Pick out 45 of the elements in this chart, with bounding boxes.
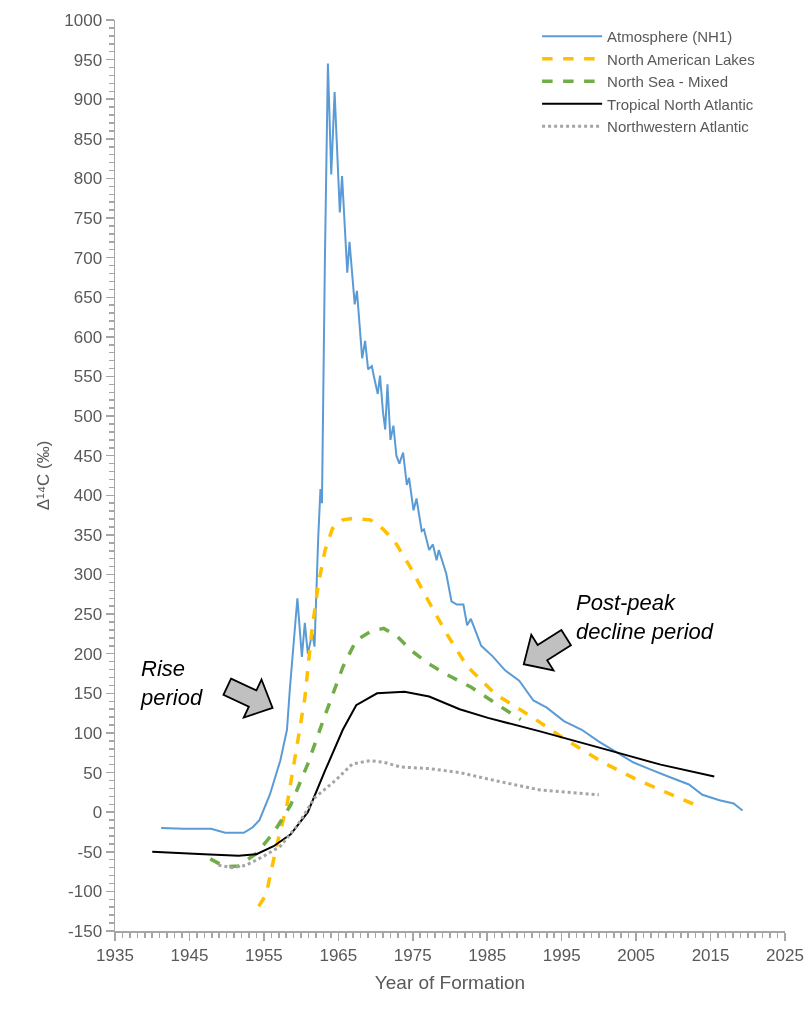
line-series	[208, 626, 523, 869]
y-tick-label: 900	[73, 90, 103, 110]
y-tick-label: 650	[73, 288, 103, 308]
annotation: Rise period	[140, 656, 203, 710]
x-tick-label: 1965	[319, 945, 358, 965]
y-tick-label: 200	[73, 644, 103, 664]
y-tick-label: 50	[83, 763, 103, 783]
y-tick-label: 250	[73, 605, 103, 625]
y-tick-label: 450	[73, 446, 103, 466]
y-tick-label: -50	[77, 842, 103, 862]
y-tick-label: 950	[73, 50, 103, 70]
y-tick-label: 1000	[64, 10, 103, 30]
y-tick-label: 750	[73, 208, 103, 228]
y-tick-label: 800	[73, 169, 103, 189]
annotation: Post-peak decline period	[576, 590, 714, 644]
y-tick-label: 100	[73, 723, 103, 743]
line-series	[216, 759, 601, 870]
x-tick-label: 1935	[96, 945, 134, 965]
y-tick-label: 600	[73, 327, 103, 347]
y-tick-label: 700	[73, 248, 103, 268]
x-tick-label: 1975	[393, 945, 432, 965]
y-tick-label: 300	[73, 565, 103, 585]
y-tick-label: 150	[73, 684, 103, 704]
x-tick-label: 2025	[766, 945, 804, 965]
y-tick-label: 400	[73, 486, 103, 506]
legend-label: Northwestern Atlantic	[607, 118, 750, 136]
legend-label: North Sea - Mixed	[607, 73, 728, 91]
y-tick-label: -100	[68, 882, 103, 902]
legend-label: North American Lakes	[607, 50, 755, 68]
x-tick-label: 1955	[244, 945, 283, 965]
y-tick-label: 850	[73, 129, 103, 149]
x-tick-label: 1945	[170, 945, 209, 965]
y-tick-label: 500	[73, 407, 103, 427]
x-axis-title: Year of Formation	[374, 972, 526, 994]
y-axis-title: Δ¹⁴C (‰)	[34, 440, 54, 511]
x-tick-label: 1985	[468, 945, 507, 965]
legend-label: Tropical North Atlantic	[607, 95, 754, 113]
y-tick-label: -150	[68, 921, 103, 941]
y-tick-label: 550	[73, 367, 103, 387]
y-tick-label: 350	[73, 525, 103, 545]
y-tick-label: 0	[92, 803, 103, 823]
x-tick-label: 1995	[542, 945, 581, 965]
legend-label: Atmosphere (NH1)	[607, 28, 733, 46]
x-tick-label: 2005	[617, 945, 656, 965]
x-tick-label: 2015	[691, 945, 730, 965]
